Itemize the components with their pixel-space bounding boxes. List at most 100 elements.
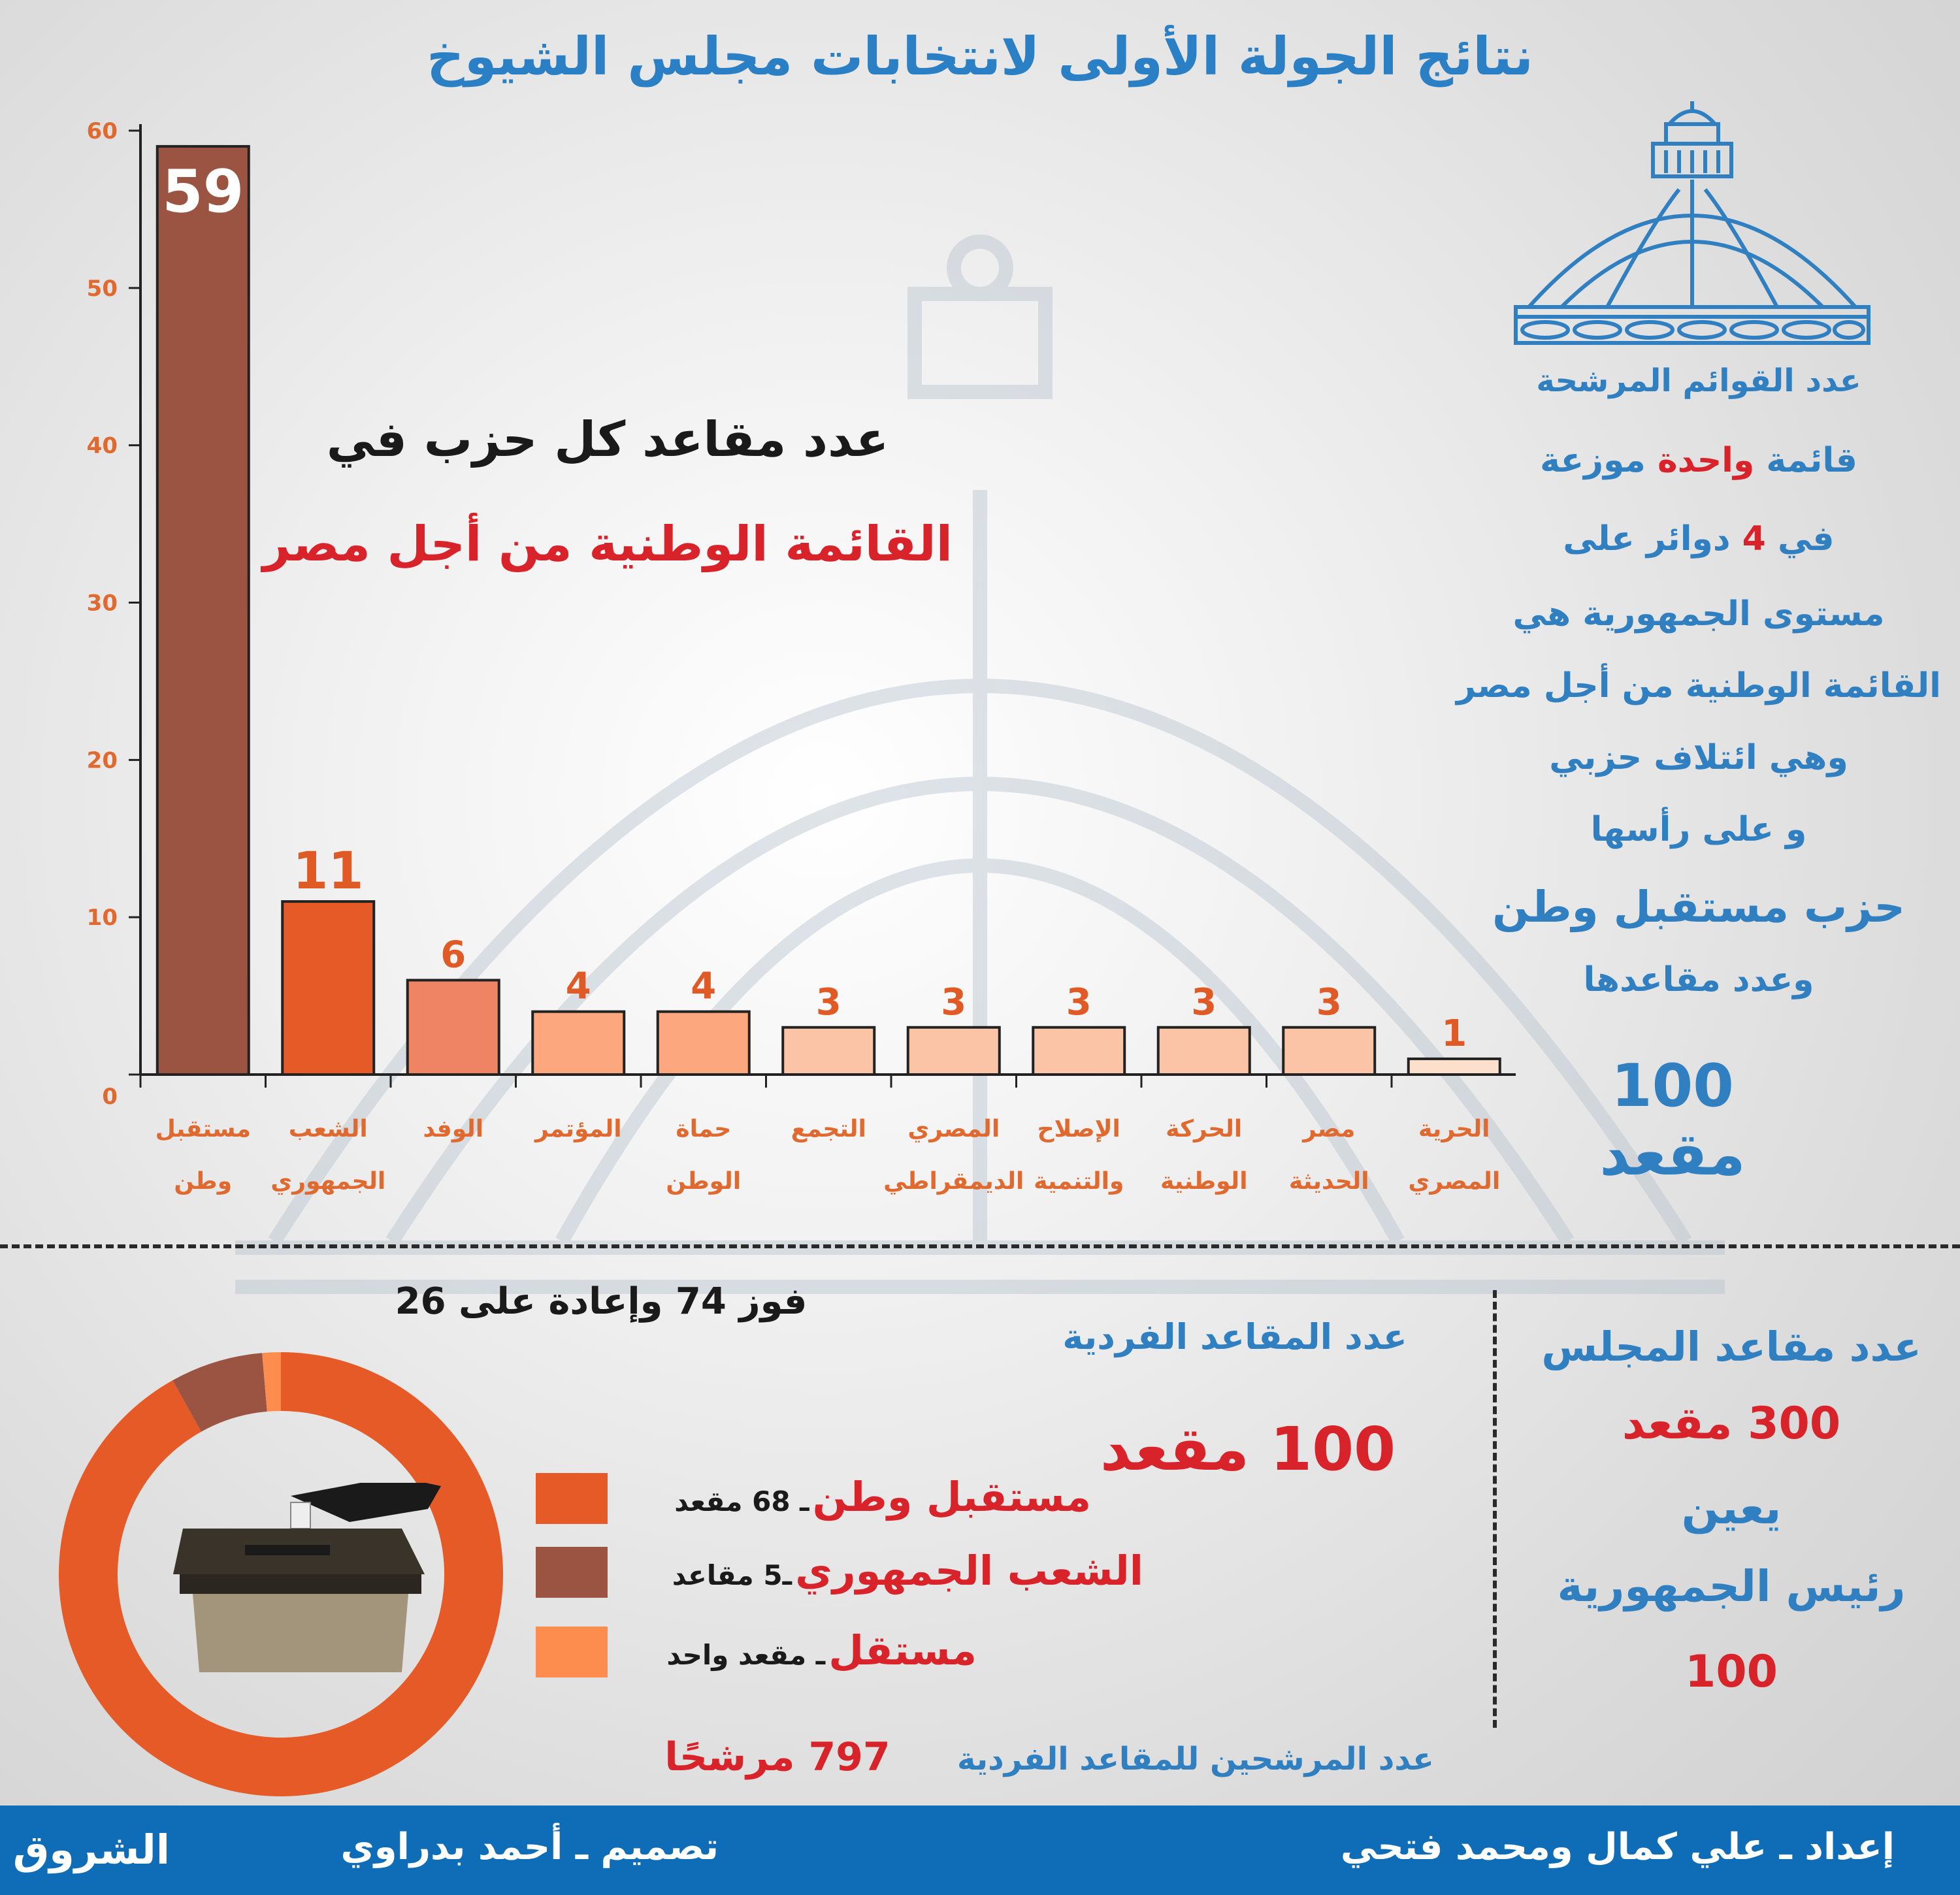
bar-chart-value-labels: 59 11 6 4 4 3 3 3 3 3 1: [162, 157, 1467, 1055]
footer-bar: [0, 1806, 1960, 1895]
side-line-3-b: 4: [1742, 519, 1766, 559]
legend-item-3: مستقل ـ مقعد واحد: [611, 1627, 977, 1674]
legend-swatch-2: [536, 1547, 608, 1598]
bar: [531, 1010, 626, 1076]
y-tick-label: 10: [87, 905, 118, 931]
category-label: المصري: [1408, 1168, 1500, 1195]
category-label: والتنمية: [1034, 1168, 1124, 1195]
bar-value-label: 3: [1191, 981, 1217, 1024]
bar: [1282, 1026, 1377, 1076]
bar-value-label: 6: [440, 934, 466, 977]
dome-icon: [1514, 101, 1870, 345]
footer-design: تصميم ـ أحمد بدراوي: [340, 1826, 719, 1868]
bar-value-label: 3: [1066, 981, 1092, 1024]
category-label: الجمهوري: [270, 1168, 385, 1195]
footer-logo: الشروق: [12, 1826, 170, 1873]
category-label: الشعب: [289, 1116, 368, 1142]
category-label: مصر: [1301, 1116, 1355, 1142]
donut-slice: [172, 1353, 267, 1432]
candidates-value: 797 مرشحًا: [664, 1734, 890, 1780]
legend-label-2: الشعب الجمهوري: [795, 1547, 1143, 1595]
side-line-6: وهي ائتلاف حزبي: [1549, 738, 1848, 777]
category-label: حماة: [676, 1116, 731, 1142]
ballot-box-icon: [173, 1483, 441, 1672]
bar: [1156, 1026, 1251, 1076]
legend-swatch-3: [536, 1627, 608, 1677]
side-line-4: مستوى الجمهورية هي: [1512, 594, 1885, 634]
category-label: وطن: [174, 1168, 232, 1195]
category-label: التجمع: [791, 1116, 866, 1142]
individual-heading: عدد المقاعد الفردية: [1062, 1316, 1407, 1357]
side-line-7: و على رأسها: [1590, 810, 1807, 849]
council-line-1: عدد مقاعد المجلس: [1541, 1323, 1921, 1370]
bar-value-label: 4: [691, 965, 716, 1008]
side-line-3-c: دوائر على: [1563, 519, 1742, 559]
bar: [281, 900, 376, 1077]
side-line-2-a: قائمة: [1754, 441, 1857, 480]
category-label: الحرية: [1418, 1116, 1490, 1142]
bar-value-label: 59: [162, 157, 244, 226]
bar-chart-bars: [155, 145, 1501, 1077]
legend-item-2: الشعب الجمهوري ـ5 مقاعد: [634, 1547, 1143, 1595]
council-line-3: يعين: [1681, 1483, 1782, 1534]
category-label: الوطن: [666, 1168, 741, 1195]
bar-chart-category-labels: مستقبل وطن الشعب الجمهوري الوفد المؤتمر حماة ال…: [155, 1116, 1501, 1195]
council-line-2: 300 مقعد: [1622, 1398, 1841, 1450]
bar: [906, 1026, 1001, 1076]
category-label: مستقبل: [155, 1116, 251, 1142]
category-label: الحركة: [1166, 1116, 1242, 1142]
legend-item-1: مستقبل وطن ـ 68 مقعد: [634, 1473, 1091, 1521]
side-line-9: وعدد مقاعدها: [1583, 960, 1814, 999]
chart-heading-line1: عدد مقاعد كل حزب في: [326, 412, 889, 468]
bar: [155, 145, 250, 1076]
bar-value-label: 4: [566, 965, 591, 1008]
bar-chart: 0 10 20 30 40 50 60 59 11 6 4 4 3 3 3 3 3 1 مستقبل وطن الش…: [87, 118, 1516, 1195]
win-note: فوز 74 وإعادة على 26: [395, 1280, 808, 1323]
council-line-5: 100: [1685, 1646, 1778, 1698]
side-line-3-a: في: [1765, 519, 1835, 559]
legend-sub-1: ـ 68 مقعد: [674, 1485, 809, 1517]
y-tick-label: 50: [87, 276, 118, 302]
horizontal-divider: [0, 1244, 1960, 1248]
footer-prepared: إعداد ـ علي كمال ومحمد فتحي: [1340, 1826, 1895, 1868]
legend-sub-3: ـ مقعد واحد: [666, 1639, 826, 1671]
side-line-1: عدد القوائم المرشحة: [1536, 363, 1861, 399]
bar: [406, 979, 500, 1076]
individual-count: 100 مقعد: [1100, 1414, 1396, 1484]
donut-slice: [262, 1352, 281, 1412]
side-line-10: 100 مقعد: [1599, 1052, 1746, 1189]
side-line-2-c: موزعة: [1540, 441, 1658, 480]
legend-sub-2: ـ5 مقاعد: [672, 1559, 792, 1591]
bar-value-label: 1: [1441, 1012, 1467, 1055]
category-label: المصري: [907, 1116, 1000, 1142]
bar: [1032, 1026, 1126, 1076]
category-label: المؤتمر: [534, 1116, 622, 1142]
council-line-4: رئيس الجمهورية: [1557, 1561, 1906, 1612]
side-line-5: القائمة الوطنية من أجل مصر: [1456, 666, 1942, 705]
donut-chart: [58, 1352, 503, 1796]
category-label: الديمقراطي: [883, 1168, 1024, 1195]
bar-value-label: 11: [293, 842, 364, 901]
donut-slices: [58, 1352, 503, 1796]
y-tick-label: 30: [87, 591, 118, 617]
bar-value-label: 3: [1316, 981, 1342, 1024]
side-line-8: حزب مستقبل وطن: [1492, 882, 1905, 932]
category-label: الإصلاح: [1037, 1116, 1120, 1142]
side-line-2-b: واحدة: [1657, 441, 1755, 480]
legend-label-1: مستقبل وطن: [812, 1473, 1091, 1521]
legend-label-3: مستقل: [828, 1627, 977, 1674]
y-tick-label: 0: [102, 1084, 118, 1110]
category-label: الوفد: [423, 1116, 483, 1142]
candidates-label: عدد المرشحين للمقاعد الفردية: [957, 1741, 1434, 1777]
y-tick-label: 20: [87, 747, 118, 773]
bar: [656, 1010, 751, 1076]
y-tick-label: 40: [87, 433, 118, 459]
bar: [781, 1026, 876, 1076]
bar-value-label: 3: [941, 981, 966, 1024]
main-title: نتائج الجولة الأولى لانتخابات مجلس الشيو…: [427, 26, 1533, 87]
y-tick-label: 60: [87, 118, 118, 144]
legend-swatch-1: [536, 1473, 608, 1524]
side-line-2: قائمة واحدة موزعة: [1437, 441, 1960, 480]
bar: [1407, 1057, 1501, 1076]
chart-heading-line2: القائمة الوطنية من أجل مصر: [263, 516, 953, 572]
